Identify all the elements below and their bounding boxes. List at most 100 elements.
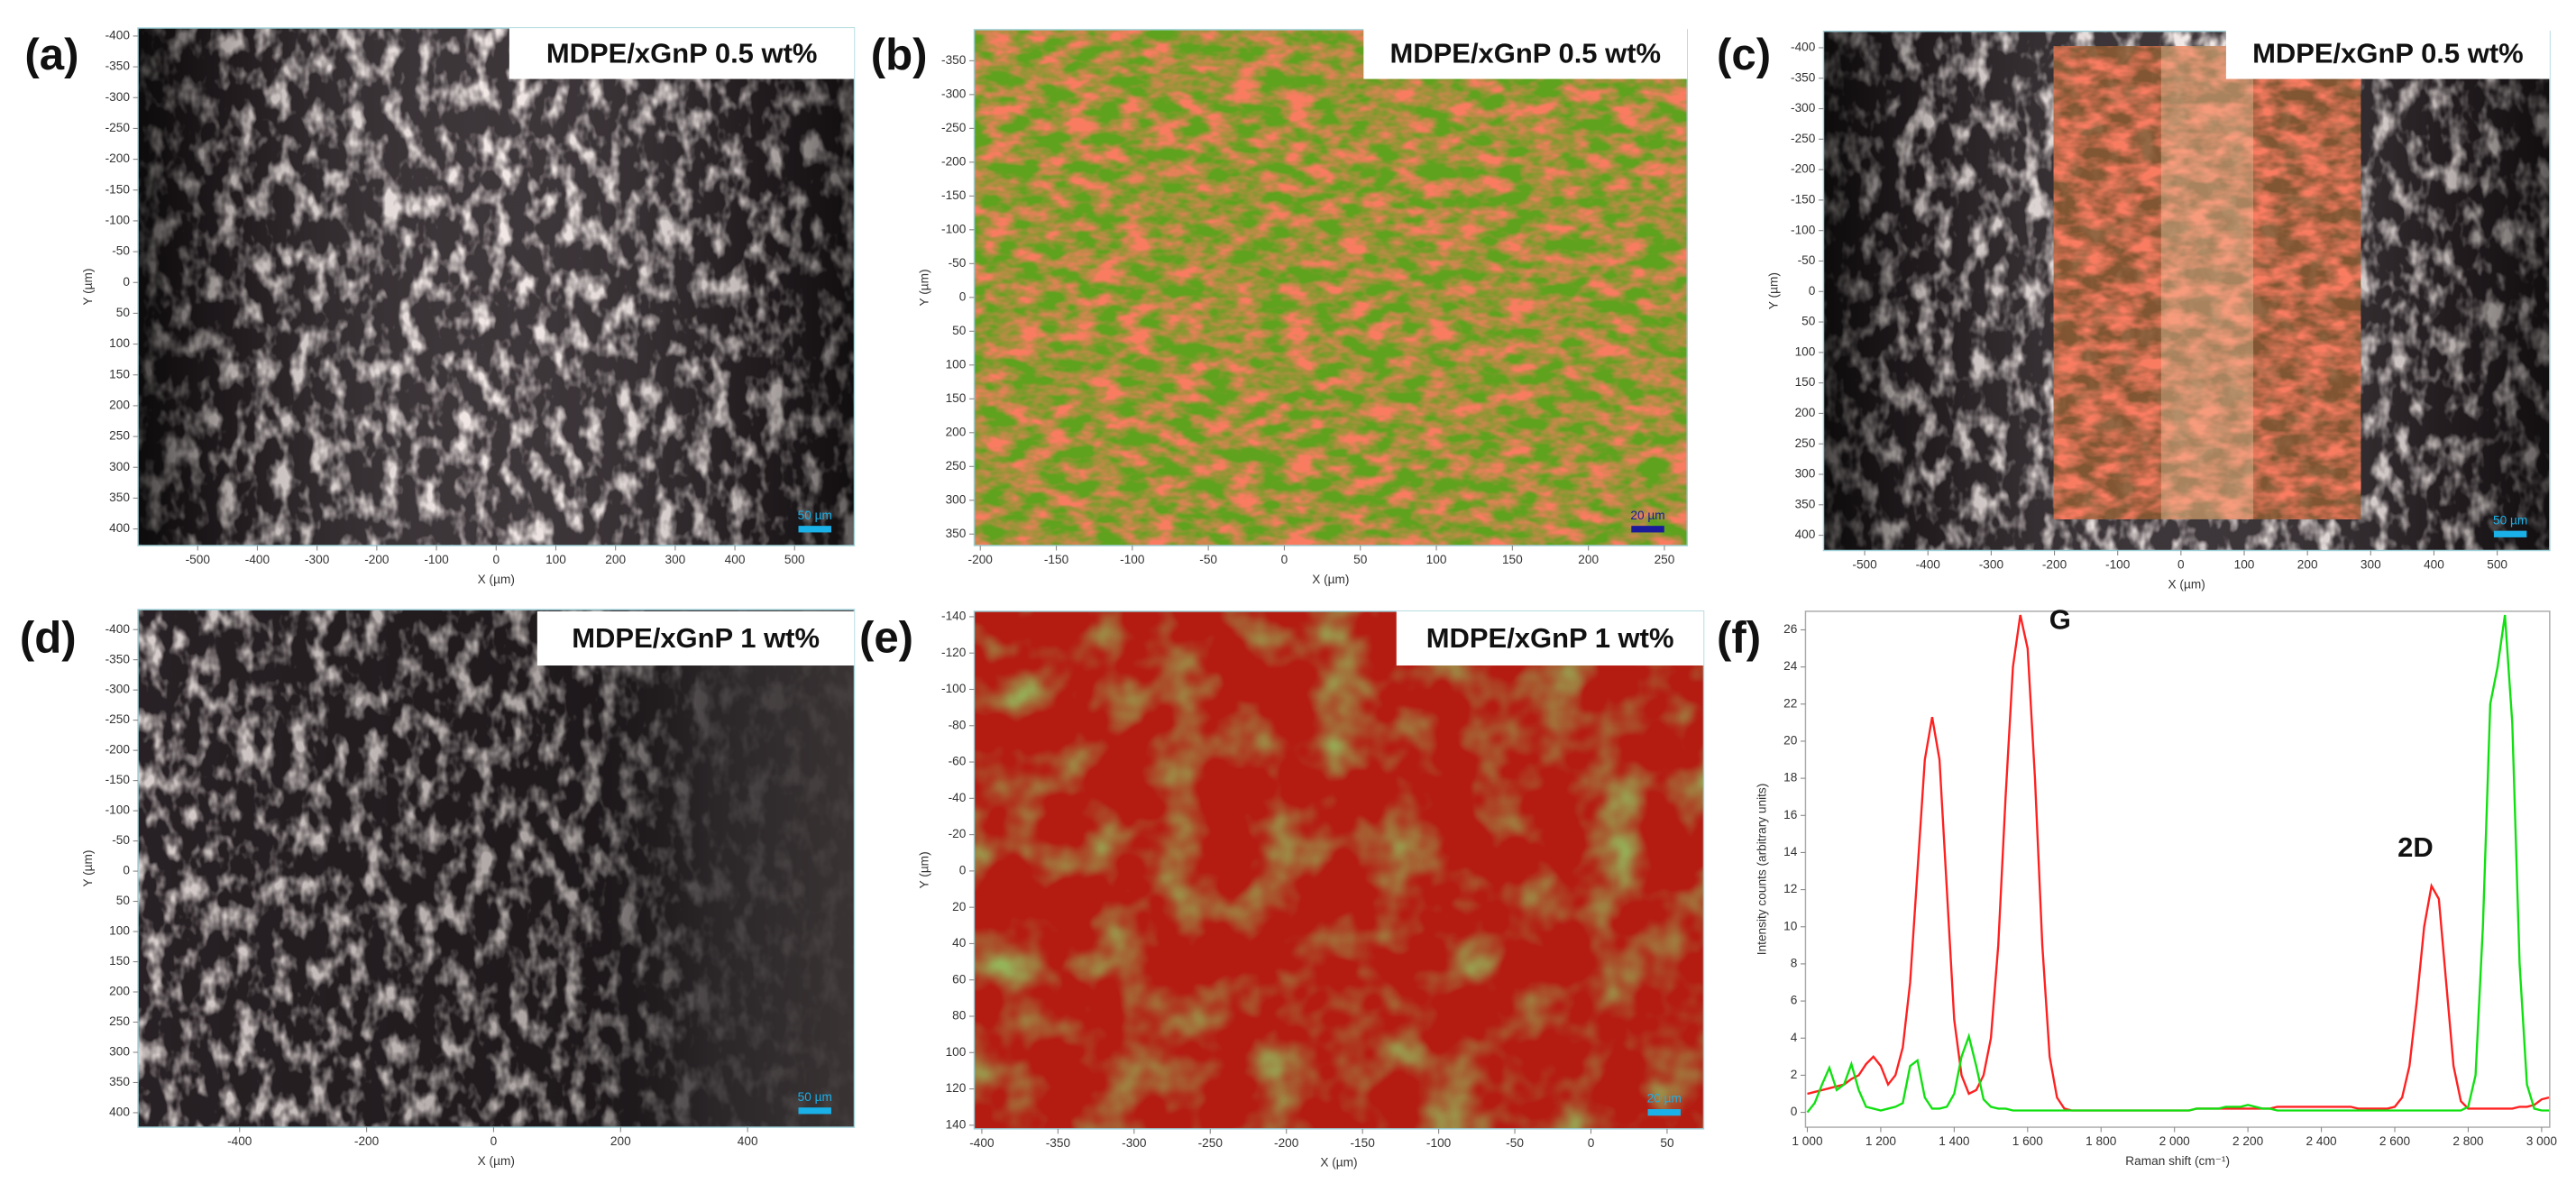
y-axis-label: Y (µm) [917, 851, 930, 888]
overlay-texture [2053, 46, 2361, 519]
scale-bar-label: 20 µm [1647, 1092, 1682, 1106]
y-tick-label: 40 [952, 936, 967, 950]
y-tick-label: -140 [941, 610, 967, 623]
y-axis-label: Y (µm) [81, 850, 95, 887]
x-tick-label: 500 [2487, 557, 2507, 571]
y-tick-label: -100 [105, 803, 131, 817]
y-tick-label: 20 [1783, 734, 1798, 748]
scale-bar-label: 20 µm [1630, 509, 1664, 522]
x-tick-label: 50 [1660, 1136, 1674, 1150]
panel-label: (b) [871, 30, 928, 79]
x-axis-label: X (µm) [2168, 577, 2205, 591]
y-tick-label: 4 [1791, 1031, 1798, 1044]
y-tick-label: 100 [946, 1045, 967, 1059]
y-tick-label: -200 [941, 154, 967, 168]
x-tick-label: 2 400 [2306, 1134, 2337, 1148]
y-tick-label: 150 [109, 954, 130, 968]
micrograph [1822, 30, 2551, 552]
micrograph [137, 27, 856, 546]
y-tick-label: 50 [952, 324, 967, 337]
y-tick-label: 0 [959, 289, 967, 303]
x-tick-label: 200 [605, 553, 626, 566]
x-tick-label: 2 000 [2159, 1134, 2191, 1148]
y-tick-label: -60 [949, 755, 967, 768]
y-tick-label: 250 [1795, 436, 1816, 450]
x-axis-label: X (µm) [478, 573, 515, 586]
panel-label: (c) [1717, 30, 1771, 79]
y-tick-label: -400 [105, 622, 131, 636]
x-tick-label: -400 [969, 1136, 995, 1150]
panel-title: MDPE/xGnP 1 wt% [572, 622, 820, 654]
x-tick-label: 2 800 [2452, 1134, 2484, 1148]
y-tick-label: 400 [109, 521, 130, 535]
x-tick-label: 200 [610, 1134, 631, 1148]
y-tick-label: 0 [1809, 284, 1816, 298]
y-tick-label: 140 [946, 1117, 967, 1131]
x-tick-label: 100 [545, 553, 566, 566]
y-tick-label: -20 [949, 827, 967, 840]
y-tick-label: -150 [941, 188, 967, 202]
y-tick-label: 16 [1783, 808, 1797, 821]
y-tick-label: -350 [105, 60, 131, 73]
panel-label: (f) [1717, 613, 1761, 663]
x-tick-label: -200 [968, 553, 994, 566]
y-tick-label: 2 [1791, 1068, 1798, 1081]
image-texture [974, 29, 1688, 546]
x-tick-label: 200 [2297, 557, 2318, 571]
panel-title: MDPE/xGnP 0.5 wt% [546, 37, 818, 69]
y-tick-label: 0 [123, 864, 130, 877]
y-tick-label: 0 [123, 275, 130, 289]
x-tick-label: 400 [738, 1134, 758, 1148]
x-tick-label: 500 [784, 553, 805, 566]
x-tick-label: -300 [1979, 557, 2004, 571]
y-tick-label: -120 [941, 646, 967, 659]
x-tick-label: -300 [305, 553, 330, 566]
x-tick-label: 0 [2177, 557, 2185, 571]
y-tick-label: 350 [946, 527, 967, 540]
x-tick-label: 150 [1502, 553, 1523, 566]
y-tick-label: -300 [941, 87, 967, 100]
x-tick-label: 100 [2234, 557, 2255, 571]
peak-annotation: G [2049, 603, 2071, 635]
x-tick-label: 3 000 [2526, 1134, 2558, 1148]
y-tick-label: 200 [109, 399, 130, 412]
x-tick-label: 100 [1426, 553, 1447, 566]
y-tick-label: 20 [952, 900, 967, 913]
x-tick-label: -100 [2105, 557, 2131, 571]
panel-title: MDPE/xGnP 0.5 wt% [1389, 37, 1661, 69]
y-tick-label: 50 [1801, 315, 1816, 328]
x-tick-label: 2 200 [2232, 1134, 2264, 1148]
y-tick-label: 60 [952, 972, 967, 986]
x-tick-label: 250 [1655, 553, 1675, 566]
y-axis-label: Y (µm) [81, 269, 95, 306]
y-tick-label: -350 [105, 652, 131, 665]
y-tick-label: 14 [1783, 845, 1798, 858]
y-tick-label: 150 [109, 367, 130, 381]
y-tick-label: -250 [105, 712, 131, 726]
y-tick-label: -200 [105, 151, 131, 165]
title-box [509, 28, 855, 79]
y-axis-label: Y (µm) [1766, 272, 1780, 309]
y-tick-label: -150 [1791, 193, 1816, 206]
y-tick-label: 10 [1783, 919, 1798, 932]
image-shade [138, 610, 855, 1128]
scale-bar [798, 526, 831, 533]
y-tick-label: -300 [105, 683, 131, 696]
y-axis-label: Y (µm) [917, 269, 930, 306]
x-tick-label: -250 [1198, 1136, 1224, 1150]
x-tick-label: 1 000 [1792, 1134, 1823, 1148]
scale-bar [2493, 530, 2527, 537]
spectrum-line [1806, 614, 2550, 1114]
y-tick-label: 22 [1783, 696, 1797, 710]
y-tick-label: 350 [109, 1075, 130, 1088]
y-tick-label: -100 [105, 214, 131, 227]
x-tick-label: 50 [1353, 553, 1368, 566]
y-tick-label: -50 [112, 244, 130, 258]
y-tick-label: 100 [1795, 344, 1816, 358]
x-tick-label: -200 [364, 553, 390, 566]
x-tick-label: -400 [1916, 557, 1941, 571]
x-tick-label: 400 [2424, 557, 2444, 571]
y-tick-label: 24 [1783, 659, 1798, 673]
